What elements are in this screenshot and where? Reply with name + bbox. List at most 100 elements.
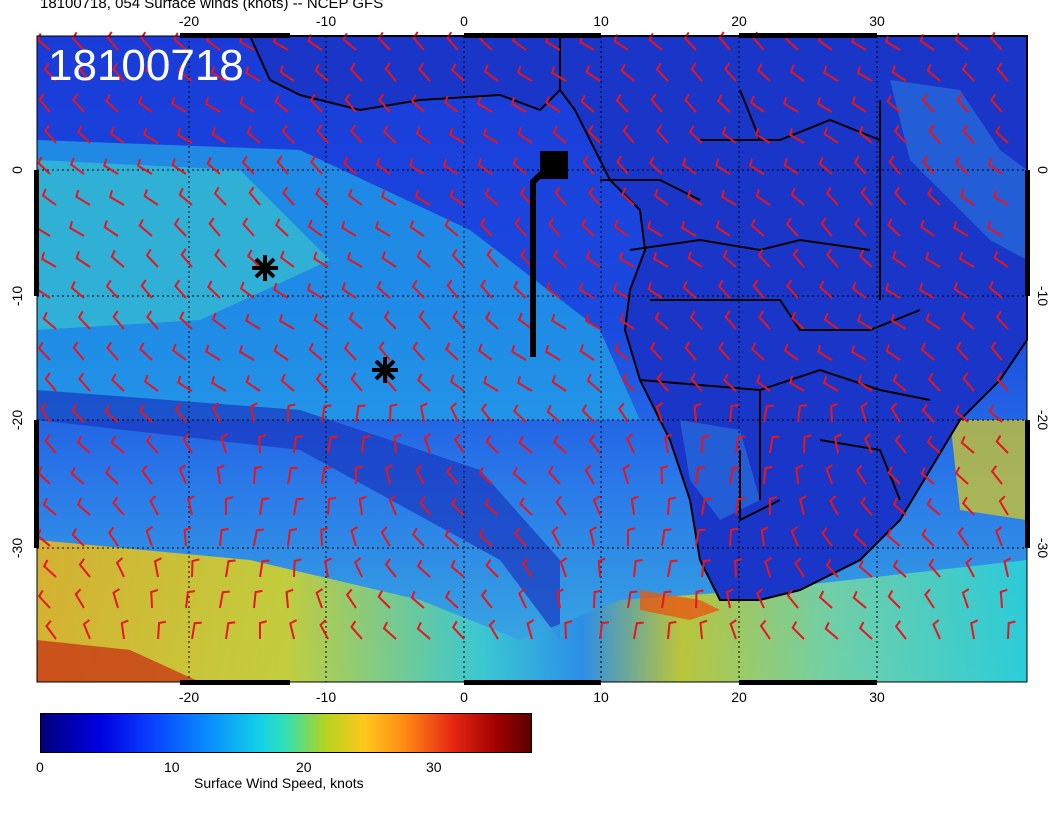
wind-barb [205, 344, 221, 361]
wind-barb [855, 464, 867, 485]
wind-barb [885, 34, 901, 51]
wind-barb [625, 433, 635, 454]
wind-barb [308, 342, 323, 361]
wind-barb [375, 220, 391, 237]
asterisk-marker [252, 255, 278, 281]
wind-barb [211, 127, 227, 144]
wind-barb [211, 65, 227, 82]
wind-barb [347, 251, 363, 268]
wind-barb [74, 588, 85, 609]
wind-barb [619, 251, 635, 268]
wind-barb [588, 186, 601, 206]
wind-barb [957, 526, 969, 547]
wind-barb [927, 187, 941, 206]
wind-barb [791, 311, 805, 330]
wind-barb [275, 218, 289, 237]
wind-barb [585, 313, 601, 330]
wind-barb [344, 93, 357, 113]
wind-barb [259, 559, 270, 578]
date-stamp: 18100718 [48, 41, 244, 90]
wind-barb [76, 497, 91, 516]
wind-barb [449, 189, 465, 206]
wind-barb [955, 156, 969, 175]
wind-barb [293, 497, 304, 516]
wind-barb [282, 186, 295, 206]
wind-barb [791, 621, 805, 640]
wind-barb [150, 588, 159, 609]
lon-label-top: 10 [593, 13, 609, 29]
wind-barb [443, 95, 459, 113]
wind-barb [559, 557, 568, 578]
wind-barb [684, 93, 697, 113]
wind-barb [921, 93, 935, 113]
lat-label-left: 0 [9, 166, 25, 174]
wind-barb [480, 279, 493, 299]
wind-barb [526, 619, 535, 640]
wind-barb [996, 62, 1009, 82]
wind-barb [689, 310, 703, 330]
wind-barb [41, 251, 57, 268]
wind-barb [171, 343, 187, 361]
wind-barb [41, 188, 57, 206]
wind-barb [416, 249, 431, 268]
wind-barb [479, 217, 493, 237]
wind-barb [825, 186, 839, 206]
wind-barb [724, 310, 737, 330]
wind-barb [211, 375, 227, 392]
wind-barb [517, 65, 533, 82]
wind-barb [511, 344, 527, 361]
wind-barb [342, 32, 357, 51]
wind-barbs [35, 31, 1016, 640]
wind-barb [446, 279, 459, 299]
wind-barb [894, 620, 907, 640]
wind-barb [886, 528, 901, 547]
wind-barb [138, 218, 153, 237]
wind-barb [960, 435, 975, 454]
wind-barb [887, 466, 901, 485]
wind-barb [616, 155, 629, 175]
wind-barb [514, 527, 527, 547]
wind-barb [547, 465, 561, 485]
wind-barb [887, 218, 901, 237]
wind-barb [423, 433, 432, 454]
wind-barb [735, 435, 746, 454]
wind-barb [721, 189, 737, 206]
wind-barb [287, 466, 298, 485]
wind-barb [246, 125, 261, 144]
wind-barb [419, 495, 431, 516]
wind-barb [483, 375, 499, 392]
wind-barb [689, 125, 703, 144]
wind-barb [241, 155, 255, 175]
wind-barb [725, 588, 734, 609]
wind-barb [444, 590, 459, 609]
wind-barb [551, 526, 561, 547]
wind-barb [446, 465, 459, 485]
wind-barb [553, 249, 567, 268]
wind-barb [309, 93, 323, 113]
wind-barb [749, 158, 765, 175]
wind-barb [245, 65, 261, 82]
wind-barb [358, 495, 367, 516]
wind-barb [78, 372, 91, 392]
map-field [37, 35, 1028, 682]
wind-barb [582, 155, 595, 175]
wind-barb [42, 497, 57, 516]
wind-barb [597, 557, 606, 578]
wind-barb [449, 402, 459, 423]
wind-barb [110, 249, 125, 268]
wind-barb [485, 435, 499, 454]
wind-barb [44, 434, 57, 454]
wind-barb [451, 63, 465, 82]
wind-barb [216, 464, 225, 485]
wind-barb [415, 126, 431, 144]
wind-barb [953, 220, 969, 237]
wind-barb [757, 248, 771, 268]
wind-barb [319, 619, 329, 640]
wind-barb [76, 435, 91, 454]
wind-barb [721, 126, 737, 144]
wind-barb [817, 96, 833, 113]
wind-barb [647, 220, 663, 237]
wind-barb [857, 375, 873, 392]
wind-barb [790, 187, 805, 206]
wind-barb [894, 186, 907, 206]
